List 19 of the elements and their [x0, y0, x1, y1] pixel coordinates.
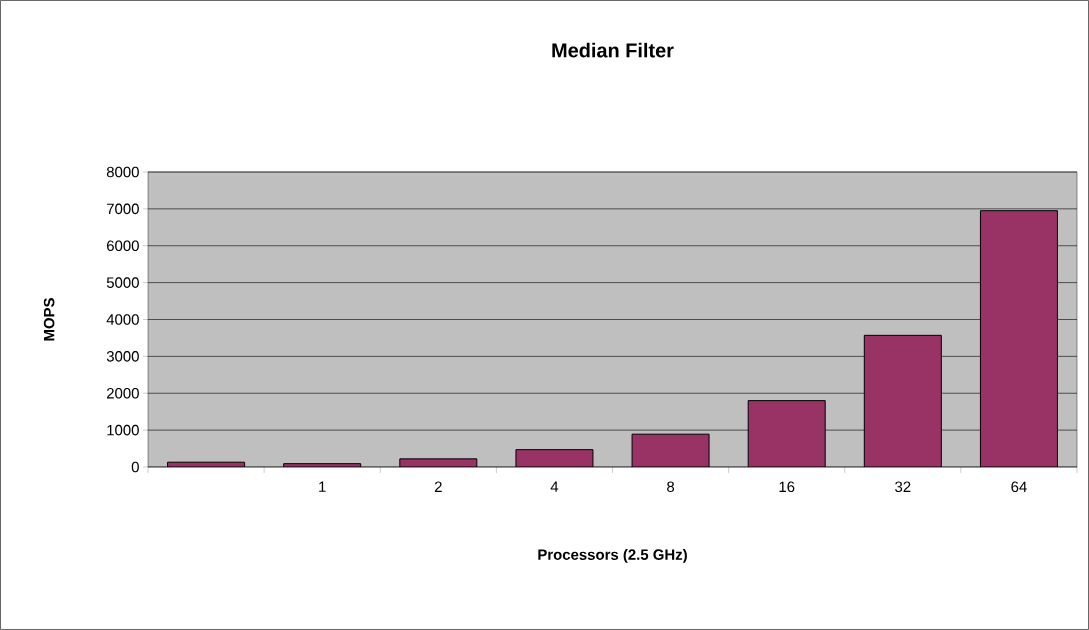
chart-title: Median Filter — [552, 42, 674, 58]
y-axis-title: MOPS — [43, 298, 55, 341]
y-tick-label: 4000 — [106, 314, 139, 325]
x-tick-label: 8 — [667, 481, 675, 493]
x-axis-title: Processors (2.5 GHz) — [538, 548, 687, 563]
x-tick-label: 16 — [779, 481, 795, 493]
y-tick-label: 2000 — [106, 387, 139, 399]
x-tick-label: 64 — [1011, 481, 1027, 493]
y-tick-label: 1000 — [107, 424, 139, 436]
y-tick-label: 8000 — [106, 166, 139, 178]
y-tick-label: 5000 — [106, 277, 139, 288]
x-tick-label: 1 — [319, 481, 326, 492]
y-tick-label: 7000 — [107, 203, 139, 215]
x-tick-label: 4 — [550, 481, 559, 492]
y-tick-label: 0 — [131, 461, 139, 473]
y-tick-label: 3000 — [106, 351, 139, 362]
y-tick-label: 6000 — [107, 240, 139, 252]
x-tick-label: 2 — [434, 481, 442, 492]
x-tick-label: 32 — [895, 481, 911, 493]
